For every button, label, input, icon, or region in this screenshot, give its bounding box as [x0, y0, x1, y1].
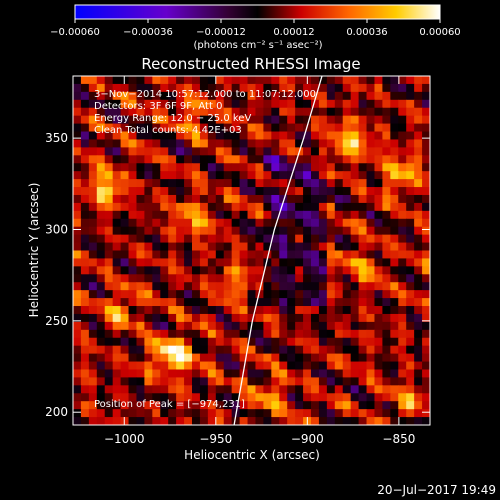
x-tick-label: −950	[199, 432, 232, 446]
y-axis-label: Heliocentric Y (arcsec)	[27, 183, 41, 318]
annotation-line: Energy Range: 12.0 − 25.0 keV	[94, 113, 251, 124]
colorbar-tick-label: 0.00012	[273, 27, 314, 38]
y-tick-label: 200	[45, 405, 68, 419]
solar-limb-line	[233, 76, 323, 425]
x-tick-label: −850	[382, 432, 415, 446]
plot-timestamp: 20−Jul−2017 19:49	[377, 483, 496, 497]
colorbar-ticks: −0.00060 −0.00036 −0.00012 0.00012 0.00036 0.…	[50, 19, 461, 38]
colorbar-tick-label: −0.00012	[196, 27, 246, 38]
colorbar-unit-label: (photons cm⁻² s⁻¹ asec⁻²)	[193, 40, 322, 51]
colorbar-tick-label: 0.00036	[346, 27, 387, 38]
annotation-line: Clean Total counts: 4.42E+03	[94, 125, 242, 136]
heatmap-image	[73, 76, 430, 425]
annotation-line: Detectors: 3F 6F 9F, Att 0	[94, 101, 222, 112]
y-tick-label: 350	[45, 131, 68, 145]
y-tick-label: 300	[45, 222, 68, 236]
plot-frame	[72, 75, 431, 426]
observation-annotations: 3−Nov−2014 10:57:12.000 to 11:07:12.000D…	[94, 89, 316, 136]
colorbar-tick-label: −0.00036	[123, 27, 173, 38]
colorbar-tick-label: −0.00060	[50, 27, 100, 38]
x-axis-label: Heliocentric X (arcsec)	[184, 448, 320, 462]
chart-title: Reconstructed RHESSI Image	[141, 55, 360, 73]
y-tick-label: 250	[45, 314, 68, 328]
axes-ticks: −1000 −950 −900 −850 200 250 300 350	[45, 76, 430, 446]
colorbar-tick-label: 0.00060	[419, 27, 460, 38]
annotation-line: 3−Nov−2014 10:57:12.000 to 11:07:12.000	[94, 89, 316, 100]
colorbar	[74, 4, 441, 20]
x-tick-label: −1000	[104, 432, 145, 446]
peak-position-label: Position of Peak = [−974,231]	[94, 399, 245, 410]
x-tick-label: −900	[291, 432, 324, 446]
